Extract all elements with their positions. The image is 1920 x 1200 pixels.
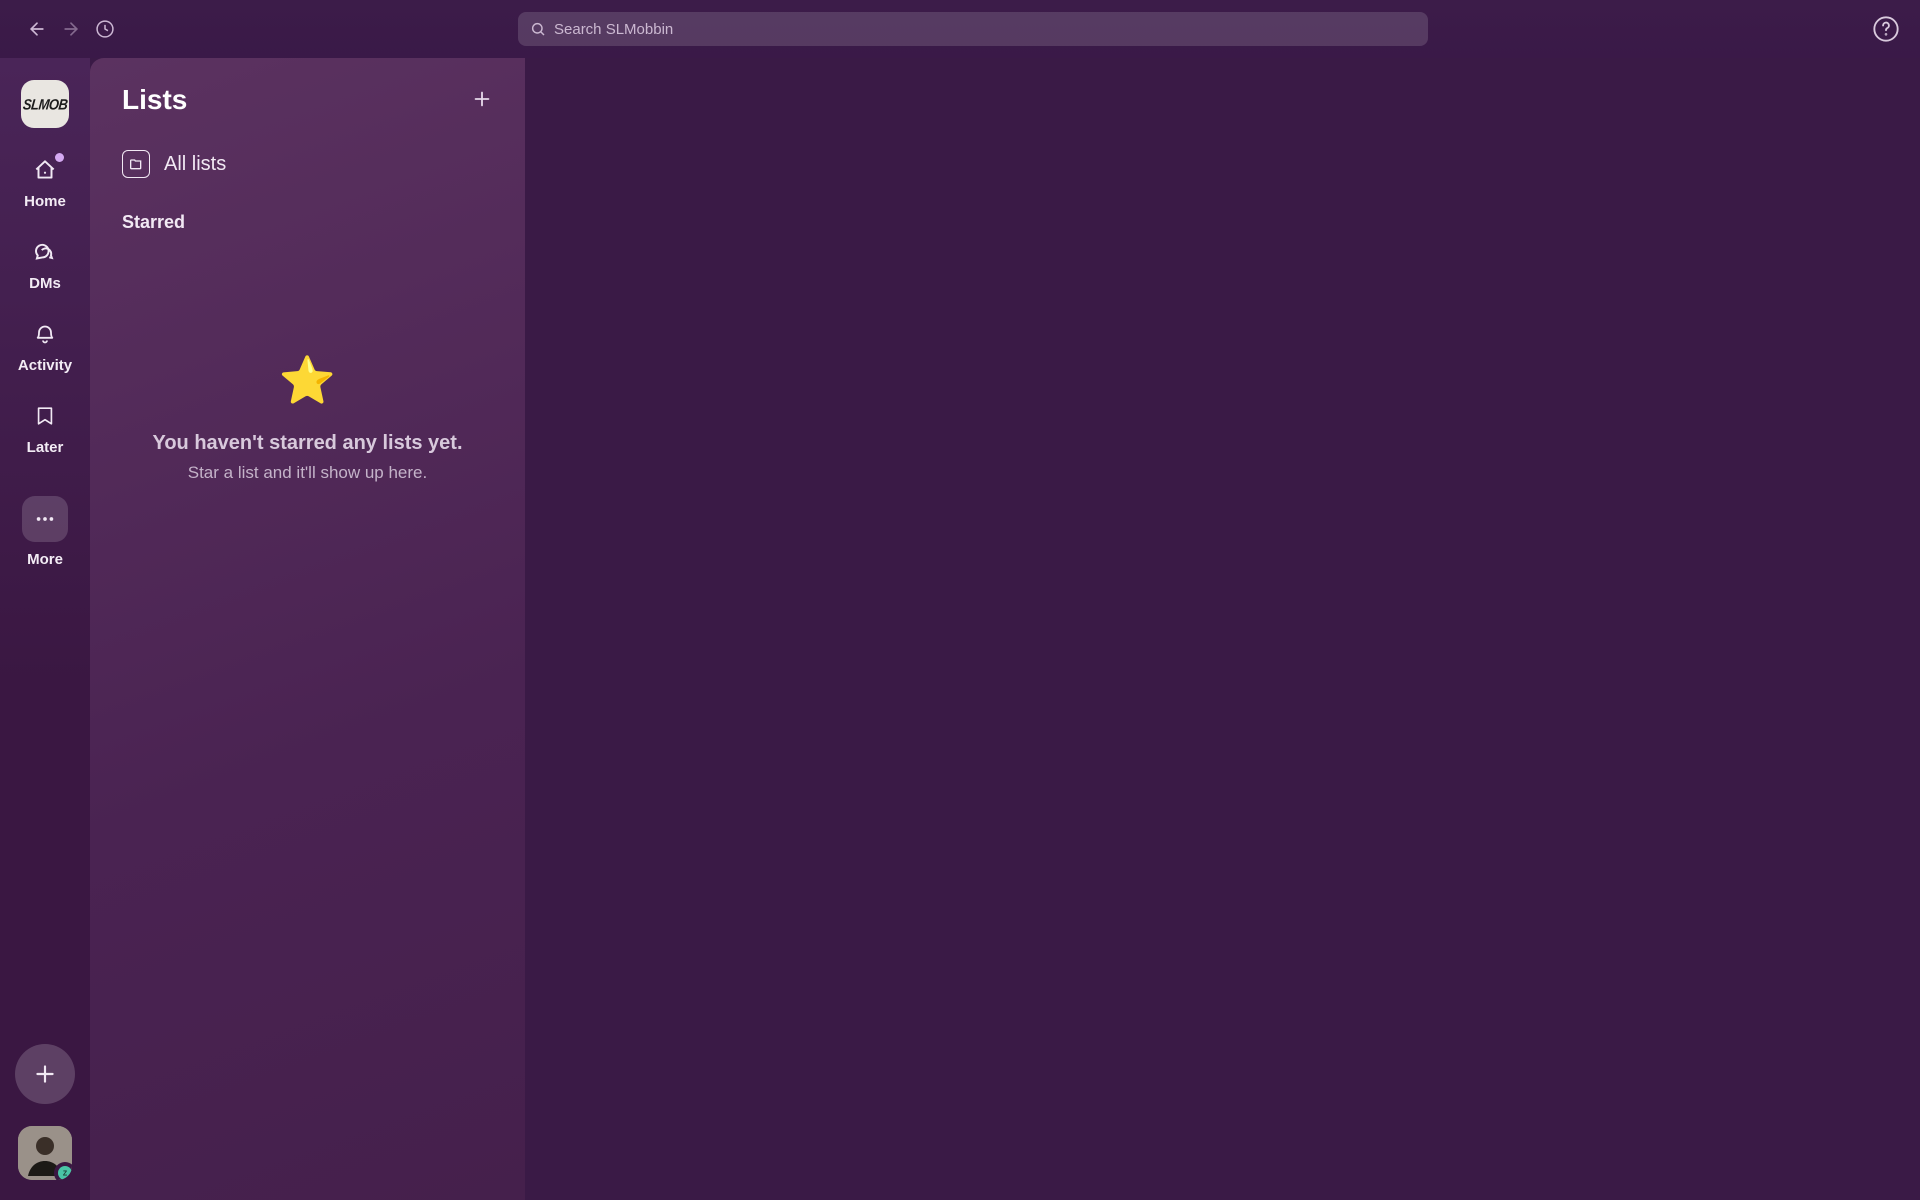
svg-text:Z: Z	[63, 1171, 68, 1178]
